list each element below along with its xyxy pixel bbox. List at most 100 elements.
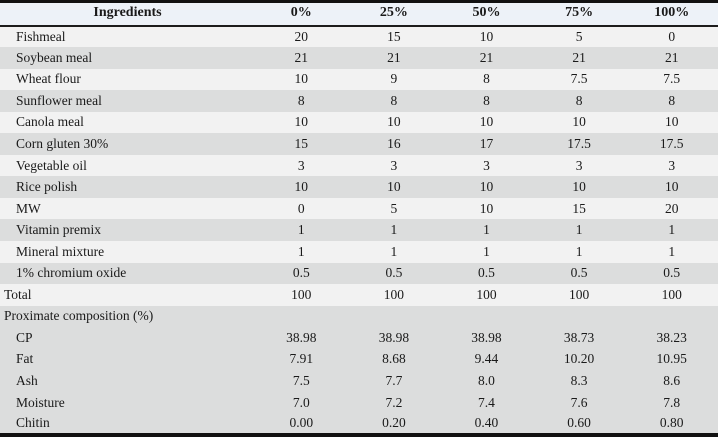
header-replacement-level: 100%: [625, 1, 718, 27]
table-row: Fat 7.91 8.68 9.44 10.20 10.95: [0, 348, 718, 371]
row-label: Chitin: [16, 415, 50, 431]
cell-value: 10: [479, 28, 494, 44]
cell-value: 0: [668, 28, 676, 44]
cell-value: 0.80: [659, 415, 684, 431]
cell-value: [255, 306, 348, 328]
cell-value: 1: [483, 243, 490, 259]
table-row: Total 100 100 100 100 100: [0, 284, 718, 306]
cell-value: 1: [668, 222, 676, 238]
table-row: Ash 7.5 7.7 8.0 8.3 8.6: [0, 370, 718, 392]
cell-value: 7.2: [385, 394, 403, 410]
cell-value: 0.5: [385, 265, 403, 281]
header-row: Ingredients 0% 25% 50% 75% 100%: [0, 1, 718, 27]
cell-value: 10.95: [656, 351, 687, 367]
row-label: Wheat flour: [16, 71, 81, 87]
row-label: Rice polish: [16, 179, 78, 195]
table-body: Fishmeal 20 15 10 5 0 Soybean meal 21 21 21 21 21 Wh…: [0, 25, 718, 435]
cell-value: 3: [483, 157, 490, 173]
cell-value: 10: [664, 179, 679, 195]
cell-value: 7.6: [570, 394, 588, 410]
cell-value: 9.44: [474, 351, 499, 367]
cell-value: 100: [661, 286, 682, 302]
table-row: Corn gluten 30% 15 16 17 17.5 17.5: [0, 133, 718, 155]
cell-value: 21: [479, 49, 494, 65]
cell-value: 16: [387, 136, 401, 151]
cell-value: 8.68: [382, 351, 406, 367]
cell-value: 10: [664, 114, 679, 130]
cell-value: 38.98: [286, 329, 317, 345]
cell-value: 8: [390, 92, 398, 108]
cell-value: 38.98: [471, 329, 502, 345]
cell-value: 0.60: [567, 415, 591, 431]
table-row: Chitin 0.00 0.20 0.40 0.60 0.80: [0, 413, 718, 435]
cell-value: 20: [294, 28, 309, 44]
table-row: Wheat flour 10 9 8 7.5 7.5: [0, 68, 718, 91]
table-row: Mineral mixture 1 1 1 1 1: [0, 240, 718, 263]
table-header: Ingredients 0% 25% 50% 75% 100%: [0, 1, 718, 27]
header-replacement-level: 50%: [440, 1, 533, 27]
table-row: Canola meal 10 10 10 10 10: [0, 111, 718, 134]
row-label: Soybean meal: [16, 49, 93, 65]
row-label: Fat: [16, 351, 34, 367]
row-label: Moisture: [16, 394, 65, 410]
cell-value: 10: [479, 200, 494, 216]
cell-value: 38.98: [378, 329, 410, 345]
table-row: Proximate composition (%): [0, 305, 718, 328]
cell-value: 10: [294, 179, 309, 195]
cell-value: 3: [390, 157, 398, 173]
cell-value: 8.0: [478, 373, 495, 389]
cell-value: 10: [479, 114, 494, 130]
table-row: Vitamin premix 1 1 1 1 1: [0, 219, 718, 241]
cell-value: 8.3: [570, 373, 588, 389]
cell-value: 10: [294, 114, 309, 130]
cell-value: 0.5: [292, 265, 310, 281]
cell-value: 7.5: [570, 71, 588, 87]
header-replacement-level: 0%: [255, 1, 348, 27]
cell-value: 7.7: [385, 373, 403, 389]
cell-value: 15: [294, 136, 309, 151]
cell-value: 5: [575, 28, 583, 44]
row-label: Total: [4, 286, 32, 302]
row-label: Fishmeal: [16, 28, 66, 44]
table-row: CP 38.98 38.98 38.98 38.73 38.23: [0, 327, 718, 349]
cell-value: 3: [297, 157, 305, 173]
cell-value: 100: [568, 286, 590, 302]
cell-value: 17.5: [659, 136, 684, 151]
row-label: Proximate composition (%): [4, 308, 154, 324]
cell-value: 1: [297, 222, 305, 238]
cell-value: 8: [668, 92, 676, 108]
cell-value: [348, 306, 441, 328]
cell-value: 10: [387, 179, 401, 195]
cell-value: 10: [294, 71, 309, 87]
table-row: Fishmeal 20 15 10 5 0: [0, 25, 718, 48]
cell-value: 0.40: [474, 415, 499, 431]
cell-value: 5: [390, 200, 398, 216]
row-label: Sunflower meal: [16, 92, 102, 108]
cell-value: 20: [664, 200, 679, 216]
cell-value: 15: [387, 28, 401, 44]
cell-value: 3: [575, 157, 583, 173]
row-label: Corn gluten 30%: [16, 136, 109, 151]
table-row: Vegetable oil 3 3 3 3 3: [0, 154, 718, 177]
cell-value: 1: [390, 243, 398, 259]
cell-value: 1: [297, 243, 305, 259]
cell-value: 38.23: [656, 329, 687, 345]
header-replacement-level: 75%: [532, 1, 626, 27]
cell-value: 7.0: [292, 394, 310, 410]
cell-value: 0.5: [478, 265, 495, 281]
cell-value: 0.00: [289, 415, 314, 431]
cell-value: 7.4: [478, 394, 495, 410]
row-label: Ash: [16, 373, 38, 389]
cell-value: 9: [390, 71, 398, 87]
cell-value: 1: [483, 222, 490, 238]
cell-value: [625, 306, 718, 328]
cell-value: 1: [390, 222, 398, 238]
table-row: Sunflower meal 8 8 8 8 8: [0, 90, 718, 112]
cell-value: 100: [476, 286, 497, 302]
cell-value: 21: [294, 49, 309, 65]
header-replacement-level: 25%: [347, 1, 441, 27]
cell-value: 38.73: [563, 329, 595, 345]
cell-value: 1: [575, 222, 583, 238]
